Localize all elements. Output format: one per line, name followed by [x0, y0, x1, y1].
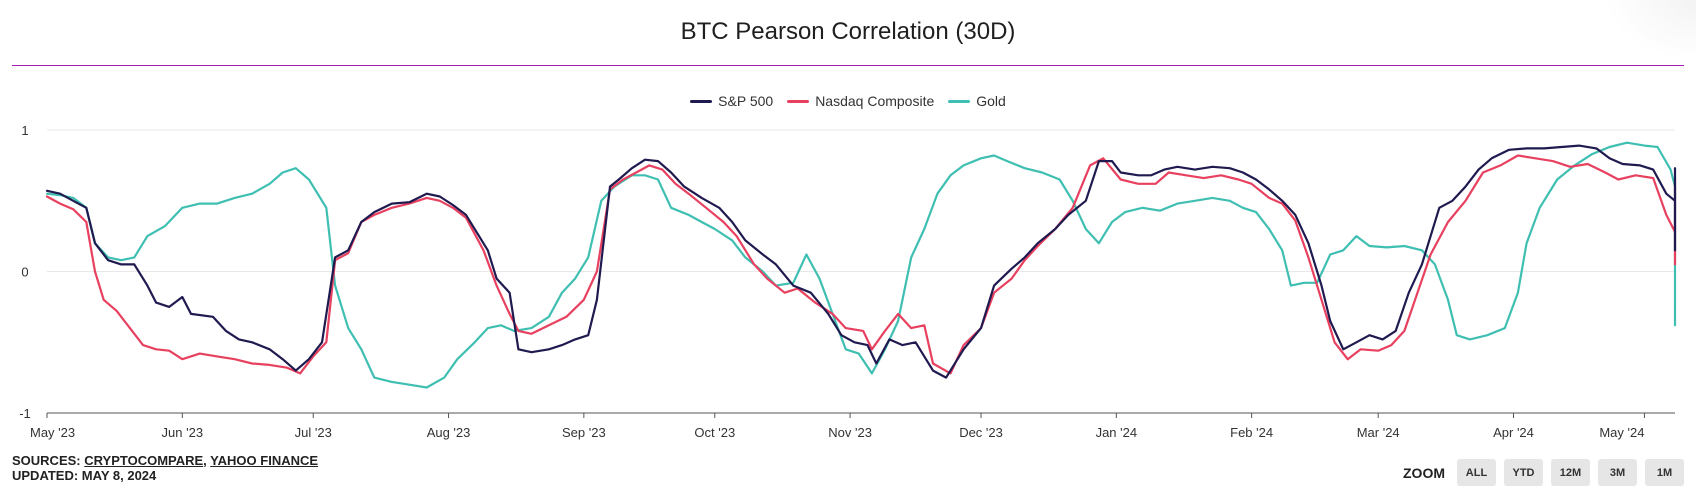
- x-tick-label: Nov '23: [828, 425, 872, 440]
- legend-label-nasdaq: Nasdaq Composite: [815, 93, 935, 109]
- zoom-all-button[interactable]: ALL: [1457, 459, 1496, 486]
- x-tick-label: May '23: [30, 425, 75, 440]
- chart-title: BTC Pearson Correlation (30D): [680, 18, 1016, 45]
- zoom-ytd-button[interactable]: YTD: [1504, 459, 1543, 486]
- series-line-sp500: [45, 144, 1677, 379]
- legend-item-gold[interactable]: Gold: [948, 93, 1006, 109]
- source-link-yahoo-finance[interactable]: YAHOO FINANCE: [210, 453, 319, 468]
- correlation-line-chart: 1 0 -1 May '23 Jun '23 Jul '23 Aug '23 Sep '23 O…: [19, 123, 1677, 440]
- x-tick-label: May '24: [1599, 425, 1644, 440]
- legend-label-sp500: S&P 500: [718, 93, 774, 109]
- legend-swatch-gold: [948, 99, 971, 103]
- legend-swatch-sp500: [690, 99, 713, 103]
- x-tick-label: Oct '23: [694, 425, 735, 440]
- x-tick-label: Sep '23: [562, 425, 606, 440]
- legend-item-nasdaq[interactable]: Nasdaq Composite: [787, 93, 934, 109]
- zoom-controls: ZOOM ALL YTD 12M 3M 1M: [1403, 459, 1684, 486]
- title-divider: [12, 65, 1684, 66]
- legend-label-gold: Gold: [976, 93, 1006, 109]
- zoom-label: ZOOM: [1403, 464, 1445, 481]
- x-tick-label: Feb '24: [1230, 425, 1273, 440]
- source-link-cryptocompare[interactable]: CRYPTOCOMPARE: [84, 453, 204, 468]
- legend-item-sp500[interactable]: S&P 500: [690, 93, 773, 109]
- zoom-3m-button[interactable]: 3M: [1598, 459, 1637, 486]
- x-tick-label: Jun '23: [162, 425, 204, 440]
- y-tick-label: 1: [21, 123, 28, 138]
- x-tick-label: Aug '23: [427, 425, 471, 440]
- x-tick-label: Apr '24: [1493, 425, 1534, 440]
- sources-block: SOURCES: CRYPTOCOMPARE, YAHOO FINANCE UP…: [12, 453, 318, 483]
- chart-legend: S&P 500 Nasdaq Composite Gold: [0, 93, 1696, 109]
- x-tick-label: Mar '24: [1357, 425, 1400, 440]
- zoom-12m-button[interactable]: 12M: [1551, 459, 1590, 486]
- sources-line: SOURCES: CRYPTOCOMPARE, YAHOO FINANCE: [12, 453, 318, 468]
- series-line-nasdaq: [45, 154, 1677, 375]
- x-tick-label: Jul '23: [295, 425, 332, 440]
- sources-prefix: SOURCES:: [12, 453, 85, 468]
- series-line-gold: [45, 141, 1677, 389]
- y-tick-label: 0: [21, 265, 28, 280]
- legend-swatch-nasdaq: [787, 99, 810, 103]
- y-tick-label: -1: [19, 406, 31, 421]
- corner-decoration: [1606, 0, 1696, 60]
- sources-separator: ,: [203, 453, 211, 468]
- x-tick-label: Dec '23: [959, 425, 1003, 440]
- zoom-1m-button[interactable]: 1M: [1645, 459, 1684, 486]
- x-tick-label: Jan '24: [1096, 425, 1138, 440]
- updated-date: UPDATED: MAY 8, 2024: [12, 468, 157, 483]
